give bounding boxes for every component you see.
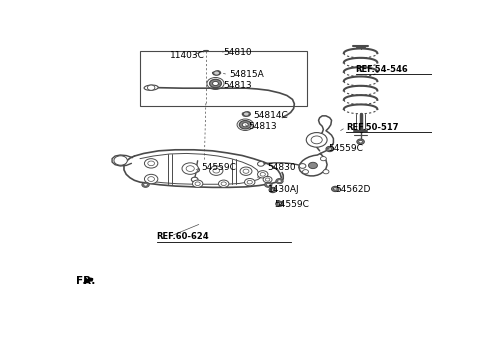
Circle shape — [299, 164, 306, 168]
Circle shape — [271, 189, 275, 191]
Text: FR.: FR. — [76, 276, 95, 286]
Circle shape — [213, 168, 219, 173]
Circle shape — [221, 182, 226, 185]
Circle shape — [306, 133, 327, 147]
Circle shape — [269, 187, 276, 193]
Circle shape — [210, 166, 223, 175]
Circle shape — [266, 183, 270, 186]
Polygon shape — [85, 278, 93, 281]
Circle shape — [195, 182, 200, 185]
Circle shape — [263, 176, 272, 183]
Circle shape — [265, 178, 270, 181]
Circle shape — [332, 186, 339, 192]
Circle shape — [114, 156, 127, 165]
Bar — [140, 51, 307, 106]
Text: 54559C: 54559C — [274, 200, 309, 209]
Text: 54814C: 54814C — [253, 111, 288, 120]
Circle shape — [247, 180, 252, 184]
Circle shape — [244, 179, 255, 186]
Circle shape — [243, 112, 249, 116]
Text: 11403C: 11403C — [170, 51, 204, 60]
Text: 54815A: 54815A — [229, 70, 264, 79]
Circle shape — [311, 136, 322, 144]
Circle shape — [142, 182, 149, 187]
Circle shape — [328, 148, 332, 150]
Text: 54830: 54830 — [267, 163, 296, 172]
Circle shape — [323, 170, 329, 174]
Circle shape — [186, 166, 194, 172]
Text: 54559C: 54559C — [202, 163, 236, 172]
Circle shape — [264, 182, 272, 187]
Circle shape — [359, 140, 362, 143]
Text: 54813: 54813 — [248, 122, 276, 131]
Circle shape — [147, 85, 155, 90]
Circle shape — [309, 162, 317, 168]
Circle shape — [277, 180, 281, 182]
Circle shape — [213, 81, 218, 85]
Circle shape — [334, 188, 337, 190]
Circle shape — [210, 79, 221, 88]
Circle shape — [193, 167, 200, 172]
Circle shape — [258, 171, 268, 178]
Circle shape — [276, 179, 283, 184]
Circle shape — [258, 162, 264, 166]
Circle shape — [260, 173, 265, 176]
Circle shape — [182, 163, 198, 174]
Text: REF.50-517: REF.50-517 — [347, 123, 399, 132]
Circle shape — [240, 167, 252, 175]
Ellipse shape — [144, 85, 158, 90]
Circle shape — [214, 71, 219, 75]
Circle shape — [357, 139, 364, 144]
Circle shape — [326, 146, 334, 152]
Text: 1430AJ: 1430AJ — [268, 185, 300, 195]
Circle shape — [277, 202, 281, 205]
Circle shape — [242, 123, 248, 127]
Text: 54813: 54813 — [224, 81, 252, 89]
Circle shape — [144, 159, 158, 168]
Circle shape — [144, 174, 158, 184]
Circle shape — [218, 180, 229, 187]
Circle shape — [321, 157, 326, 161]
Circle shape — [192, 177, 198, 182]
Text: REF.60-624: REF.60-624 — [156, 233, 209, 241]
Circle shape — [192, 180, 203, 187]
Text: REF.54-546: REF.54-546 — [356, 65, 408, 74]
Circle shape — [243, 169, 249, 173]
Circle shape — [302, 170, 309, 174]
Circle shape — [276, 201, 283, 206]
Text: 54562D: 54562D — [335, 185, 371, 195]
Circle shape — [148, 161, 155, 166]
Circle shape — [144, 183, 147, 186]
Circle shape — [148, 177, 155, 181]
Text: 54559C: 54559C — [328, 144, 363, 153]
Text: 54810: 54810 — [224, 48, 252, 57]
Circle shape — [240, 121, 251, 129]
